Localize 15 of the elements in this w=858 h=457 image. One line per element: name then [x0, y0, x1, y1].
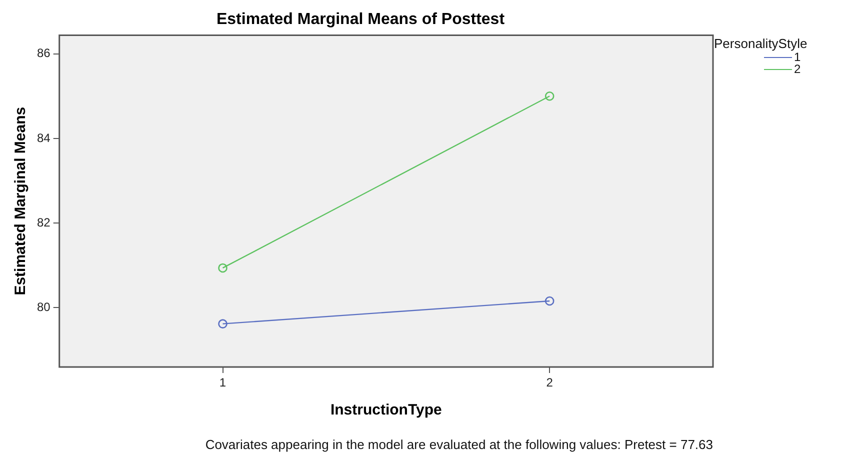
- text: Covariates appearing in the model are evaluated at the following values: Pretest = 77.63: [205, 436, 713, 452]
- y-tick-label: 82: [36, 215, 51, 230]
- point: [544, 91, 554, 101]
- y-tick-label: 80: [36, 300, 51, 314]
- legend-label: 2: [794, 62, 801, 76]
- y-axis-title: Estimated Marginal Means: [12, 106, 30, 296]
- legend-title: PersonalityStyle: [714, 36, 808, 51]
- y-tick-label: 84: [36, 130, 51, 145]
- point: [544, 296, 554, 306]
- legend-label: 1: [794, 50, 801, 64]
- x-axis-title: InstructionType: [330, 402, 442, 419]
- point: [218, 263, 228, 273]
- chart-title: Estimated Marginal Means of Posttest: [216, 11, 506, 28]
- point: [218, 319, 228, 328]
- y-tick-label: 86: [36, 46, 51, 60]
